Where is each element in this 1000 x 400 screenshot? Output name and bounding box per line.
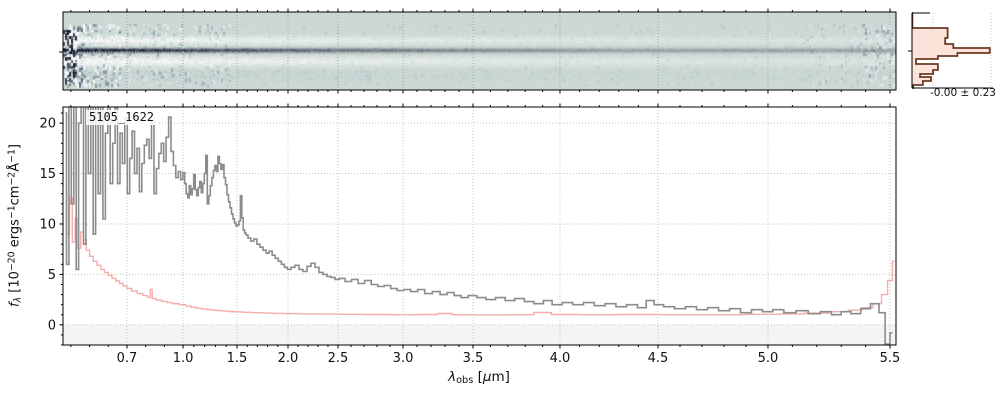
y-tick-label: 10	[39, 217, 56, 232]
x-tick-label: 5.0	[758, 351, 779, 366]
source-id-label: 5105_1622	[86, 110, 158, 125]
y-tick-label: 5	[48, 268, 56, 283]
x-tick-label: 5.5	[880, 351, 901, 366]
x-tick-label: 0.7	[117, 351, 138, 366]
y-tick-label: 0	[48, 318, 56, 333]
y-tick-label: 20	[39, 117, 56, 132]
x-tick-label: 4.5	[648, 351, 669, 366]
y-axis-label: fλ [10−20 ergs−1cm−2Å−1]	[6, 98, 24, 354]
y-axis-label-part: −2	[6, 171, 18, 186]
y-axis-label-part: −20	[6, 251, 18, 272]
profile-outline	[911, 12, 991, 89]
y-axis-label-part: ]	[7, 144, 23, 150]
y-axis-label-part: [10	[7, 271, 23, 297]
flux-curve	[65, 107, 893, 345]
y-axis-label-part: f	[7, 302, 23, 307]
x-tick-label: 2.5	[328, 351, 349, 366]
error-curve	[65, 188, 895, 316]
2d-spectrum-image	[63, 12, 896, 90]
y-axis-label-part: Å	[7, 162, 23, 172]
y-axis-label-part: −1	[6, 149, 18, 163]
x-tick-label: 1.5	[227, 351, 248, 366]
x-axis-label-part: [	[473, 369, 483, 385]
1d-panel-spines	[62, 106, 897, 346]
y-tick-label: 15	[39, 167, 56, 182]
x-axis-label-part: λ	[448, 369, 457, 385]
x-tick-label: 3.0	[393, 351, 414, 366]
profile-fill	[912, 13, 990, 88]
x-tick-label: 3.5	[463, 351, 484, 366]
x-tick-label: 1.0	[173, 351, 194, 366]
y-axis-label-part: λ	[12, 296, 24, 303]
x-tick-label: 4.0	[550, 351, 571, 366]
x-tick-label: 2.0	[278, 351, 299, 366]
profile-annotation: -0.00 ± 0.23	[929, 87, 996, 99]
y-axis-label-part: ergs	[7, 219, 23, 252]
y-axis-label-part: cm	[7, 185, 23, 206]
x-axis-label-part: m]	[491, 369, 510, 385]
below-zero-shading	[63, 324, 896, 345]
x-axis-label-part: μ	[482, 369, 492, 385]
x-axis-label-part: obs	[456, 375, 474, 387]
x-axis-label: λobs [μm]	[379, 369, 579, 387]
y-axis-label-part: −1	[6, 205, 18, 220]
